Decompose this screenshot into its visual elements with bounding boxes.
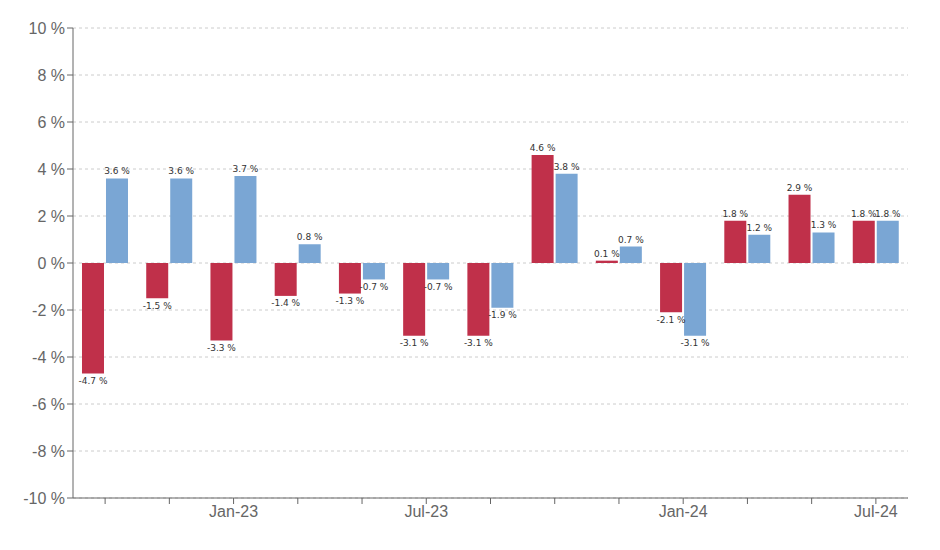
svg-text:-3.1 %: -3.1 % xyxy=(681,338,710,348)
svg-text:-10 %: -10 % xyxy=(23,490,65,507)
svg-text:3.8 %: 3.8 % xyxy=(554,162,580,172)
svg-text:0.8 %: 0.8 % xyxy=(297,232,323,242)
svg-text:-1.9 %: -1.9 % xyxy=(488,310,517,320)
svg-text:-3.1 %: -3.1 % xyxy=(400,338,429,348)
svg-text:1.3 %: 1.3 % xyxy=(811,220,837,230)
svg-text:-6 %: -6 % xyxy=(32,396,65,413)
svg-text:0.7 %: 0.7 % xyxy=(618,235,644,245)
svg-text:1.2 %: 1.2 % xyxy=(746,223,772,233)
svg-text:4.6 %: 4.6 % xyxy=(530,143,556,153)
svg-text:Jul-23: Jul-23 xyxy=(404,503,448,520)
svg-text:-4 %: -4 % xyxy=(32,349,65,366)
svg-text:Jul-24: Jul-24 xyxy=(854,503,898,520)
svg-text:10 %: 10 % xyxy=(29,20,65,37)
svg-text:2.9 %: 2.9 % xyxy=(787,183,813,193)
svg-text:0 %: 0 % xyxy=(37,255,65,272)
svg-text:1.8 %: 1.8 % xyxy=(722,209,748,219)
svg-text:2 %: 2 % xyxy=(37,208,65,225)
svg-text:-3.3 %: -3.3 % xyxy=(207,343,236,353)
svg-text:1.8 %: 1.8 % xyxy=(875,209,901,219)
svg-text:-1.5 %: -1.5 % xyxy=(143,301,172,311)
svg-text:6 %: 6 % xyxy=(37,114,65,131)
svg-text:-8 %: -8 % xyxy=(32,443,65,460)
svg-text:-1.3 %: -1.3 % xyxy=(335,296,364,306)
svg-text:-0.7 %: -0.7 % xyxy=(424,282,453,292)
svg-text:Jan-24: Jan-24 xyxy=(659,503,708,520)
svg-text:4 %: 4 % xyxy=(37,161,65,178)
svg-text:Jan-23: Jan-23 xyxy=(209,503,258,520)
svg-text:-2 %: -2 % xyxy=(32,302,65,319)
svg-text:3.6 %: 3.6 % xyxy=(104,166,130,176)
svg-text:-2.1 %: -2.1 % xyxy=(657,315,686,325)
svg-text:3.6 %: 3.6 % xyxy=(168,166,194,176)
svg-text:8 %: 8 % xyxy=(37,67,65,84)
svg-text:0.1 %: 0.1 % xyxy=(594,249,620,259)
svg-text:3.7 %: 3.7 % xyxy=(233,164,259,174)
svg-text:-3.1 %: -3.1 % xyxy=(464,338,493,348)
svg-text:-4.7 %: -4.7 % xyxy=(79,376,108,386)
svg-text:-0.7 %: -0.7 % xyxy=(359,282,388,292)
svg-text:-1.4 %: -1.4 % xyxy=(271,298,300,308)
svg-text:1.8 %: 1.8 % xyxy=(851,209,877,219)
